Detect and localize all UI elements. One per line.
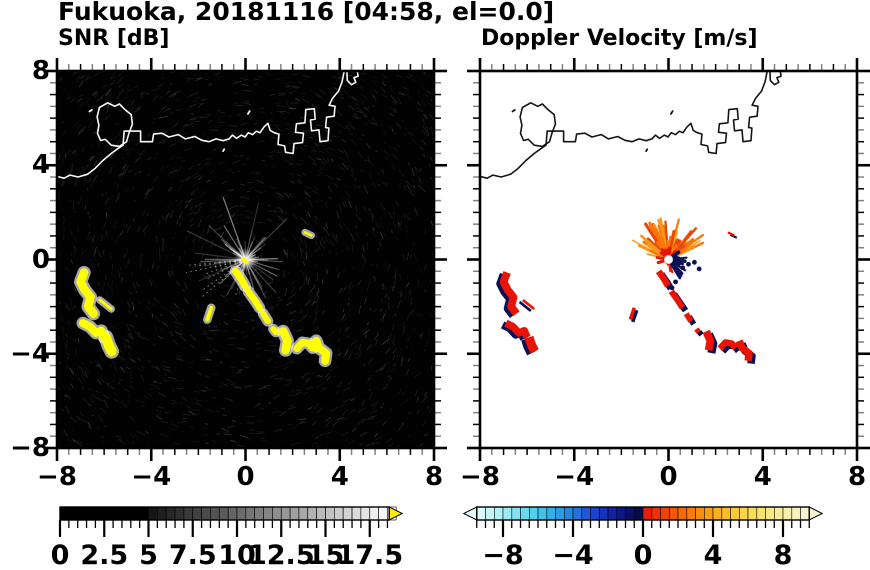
snr-y-tick-label: −8 (10, 433, 50, 463)
snr-colorbar-tick-label: 7.5 (169, 540, 217, 570)
snr-colorbar-tick-label: 2.5 (80, 540, 128, 570)
snr-x-tick-label: 8 (424, 462, 444, 492)
radar-site-hole (663, 254, 674, 265)
doppler-colorbar: −8 −4 0 4 8 (462, 506, 824, 570)
coastline-overlay (57, 71, 359, 179)
doppler-panel-plot (467, 58, 870, 461)
doppler-colorbar-tick-label: −8 (482, 540, 523, 570)
doppler-panel-content (480, 71, 857, 448)
coastline-overlay (480, 71, 782, 179)
snr-x-tick-label: 4 (330, 462, 349, 492)
snr-echoes (73, 228, 333, 368)
snr-colorbar-tick-label: 17.5 (336, 540, 403, 570)
snr-noise-speckle (57, 71, 434, 448)
doppler-colorbar-over-arrow (808, 506, 824, 521)
doppler-colorbar-tick-label: −4 (552, 540, 593, 570)
doppler-echoes (496, 231, 756, 365)
doppler-colorbar-under-arrow (462, 506, 478, 521)
snr-x-tick-label: 0 (236, 462, 255, 492)
doppler-frame (478, 69, 859, 450)
snr-colorbar-tick-label: 5 (139, 540, 158, 570)
dop-x-tick-label: 0 (659, 462, 678, 492)
snr-colorbar-tick-label: 10 (218, 540, 256, 570)
snr-y-tick-label: 8 (31, 56, 50, 86)
snr-colorbar-tick-label: 12.5 (248, 540, 315, 570)
snr-x-tick-label: −8 (37, 462, 77, 492)
snr-panel-plot (44, 58, 447, 461)
snr-panel-content (57, 71, 434, 448)
doppler-velocity-fan (631, 217, 705, 291)
snr-x-tick-label: −4 (131, 462, 172, 492)
snr-colorbar-tick-label: 0 (51, 540, 70, 570)
doppler-colorbar-tick-label: 8 (774, 540, 793, 570)
dop-x-tick-label: −4 (554, 462, 595, 492)
snr-colorbar-tick-label: 15 (307, 540, 345, 570)
dop-x-tick-label: 8 (847, 462, 867, 492)
snr-y-tick-label: −4 (10, 338, 50, 369)
doppler-panel-title: Doppler Velocity [m/s] (481, 26, 758, 51)
doppler-colorbar-tick-label: 0 (634, 540, 653, 570)
snr-y-tick-label: 4 (31, 150, 50, 181)
doppler-colorbar-tick-label: 4 (704, 540, 723, 570)
snr-frame (55, 69, 436, 450)
figure-title: Fukuoka, 20181116 [04:58, el=0.0] (58, 0, 555, 26)
dop-x-tick-label: 4 (753, 462, 772, 492)
snr-y-tick-label: 0 (31, 244, 50, 275)
snr-panel-title: SNR [dB] (58, 26, 170, 51)
dop-x-tick-label: −8 (460, 462, 500, 492)
